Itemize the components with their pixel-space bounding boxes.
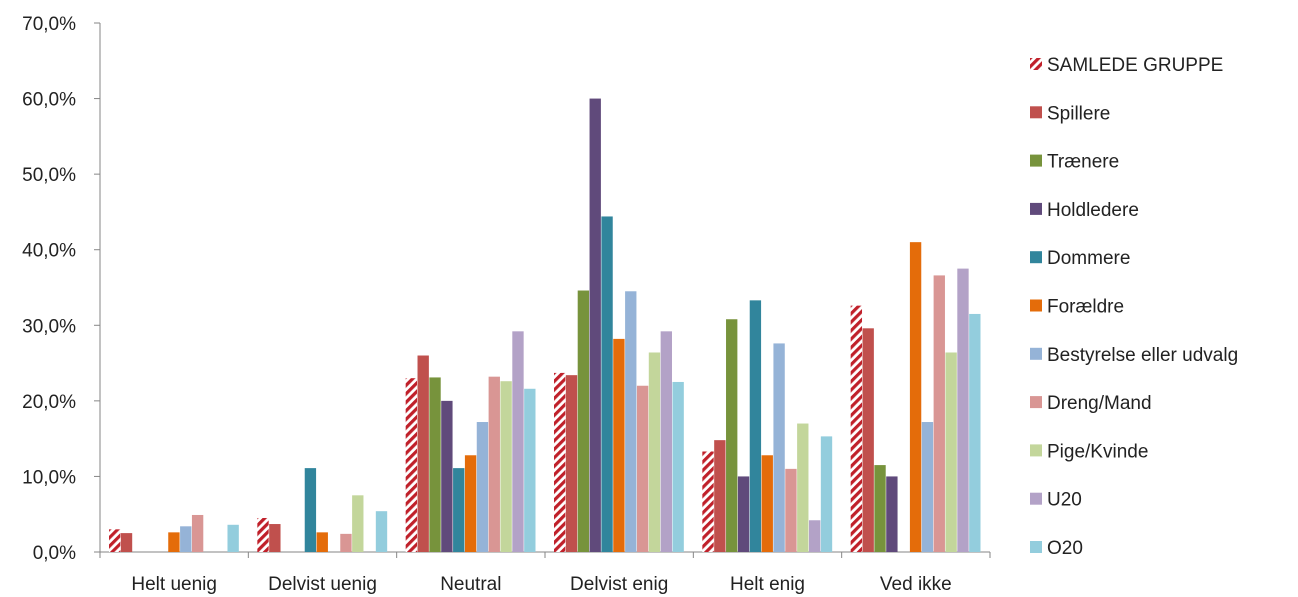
bar: [850, 305, 863, 552]
legend-swatch: [1030, 202, 1042, 215]
legend-label: Forældre: [1047, 297, 1124, 318]
bar: [375, 511, 388, 552]
bar: [933, 275, 945, 552]
x-tick-label: Helt enig: [730, 574, 805, 595]
legend-swatch: [1030, 251, 1042, 264]
bar: [429, 377, 441, 552]
bar: [453, 468, 465, 552]
legend-swatch: [1030, 154, 1042, 167]
bar: [257, 517, 269, 552]
legend-label: Dreng/Mand: [1047, 393, 1152, 414]
bar: [749, 300, 762, 552]
bar: [464, 455, 477, 552]
x-tick-label: Ved ikke: [880, 574, 952, 595]
y-tick-label: 30,0%: [22, 316, 76, 337]
legend-label: Holdledere: [1047, 200, 1139, 221]
bar: [577, 290, 590, 552]
legend-swatch: [1030, 492, 1042, 505]
bar: [269, 524, 281, 552]
bar: [565, 375, 578, 552]
bar: [726, 319, 738, 552]
bar: [441, 400, 453, 552]
bar: [340, 533, 352, 552]
bar: [168, 532, 180, 552]
legend: SAMLEDE GRUPPE Spillere Trænere Holdledere D…: [1030, 55, 1238, 559]
y-tick-label: 70,0%: [22, 14, 76, 35]
bar: [660, 331, 672, 552]
bar: [702, 451, 714, 552]
bar: [785, 468, 797, 552]
legend-label: Bestyrelse eller udvalg: [1047, 345, 1238, 366]
y-tick-label: 40,0%: [22, 241, 76, 262]
bar: [191, 514, 204, 552]
bar: [625, 291, 637, 552]
y-tick-label: 0,0%: [33, 543, 76, 564]
bar: [820, 436, 833, 552]
axes: 0,0% 10,0% 20,0% 30,0% 40,0% 50,0% 60,0% 70,0% H…: [22, 14, 991, 595]
x-tick-label: Delvist enig: [570, 574, 668, 595]
bar: [352, 495, 364, 552]
legend-label: SAMLEDE GRUPPE: [1047, 55, 1223, 76]
legend-label: Pige/Kvinde: [1047, 441, 1148, 462]
legend-label: Spillere: [1047, 103, 1110, 124]
bar: [862, 328, 874, 552]
y-tick-label: 50,0%: [22, 165, 76, 186]
legend-label: O20: [1047, 538, 1083, 559]
bar: [672, 381, 684, 552]
bar: [227, 524, 239, 552]
legend-label: Trænere: [1047, 152, 1119, 173]
bar: [554, 372, 566, 552]
bar: [969, 313, 981, 552]
y-tick-label: 20,0%: [22, 392, 76, 413]
bar: [808, 520, 821, 552]
bar: [488, 376, 500, 552]
bars: [109, 98, 981, 552]
y-tick-label: 10,0%: [22, 467, 76, 488]
legend-swatch: [1030, 347, 1042, 360]
bar: [773, 343, 785, 552]
bar: [921, 422, 934, 552]
bar: [304, 468, 317, 552]
bar: [417, 355, 429, 552]
bar: [886, 476, 898, 552]
bar: [874, 465, 886, 552]
legend-swatch: [1030, 396, 1042, 409]
bar: [405, 378, 418, 552]
bar: [601, 216, 613, 552]
bar: [714, 440, 726, 552]
legend-swatch: [1030, 299, 1042, 312]
x-tick-label: Delvist uenig: [268, 574, 377, 595]
legend-swatch: [1030, 444, 1042, 457]
bar: [109, 529, 121, 552]
legend-label: U20: [1047, 490, 1082, 511]
bar: [636, 385, 649, 552]
bar: [613, 338, 625, 552]
bar: [180, 526, 192, 552]
bar: [945, 352, 957, 552]
bar: [589, 98, 601, 552]
bar: [120, 533, 133, 552]
bar: [500, 381, 512, 552]
bar: [909, 242, 922, 552]
x-tick-label: Helt uenig: [131, 574, 217, 595]
bar: [476, 422, 489, 552]
bar: [957, 268, 969, 552]
bar: [761, 455, 773, 552]
bar: [524, 388, 536, 552]
bar: [512, 331, 524, 552]
bar: [737, 476, 750, 552]
x-tick-label: Neutral: [440, 574, 501, 595]
legend-label: Dommere: [1047, 248, 1130, 269]
legend-swatch: [1030, 541, 1042, 553]
bar: [797, 423, 809, 552]
bar: [316, 532, 328, 552]
legend-swatch: [1030, 106, 1042, 119]
y-tick-label: 60,0%: [22, 90, 76, 111]
legend-swatch: [1030, 58, 1042, 70]
bar: [648, 352, 661, 552]
